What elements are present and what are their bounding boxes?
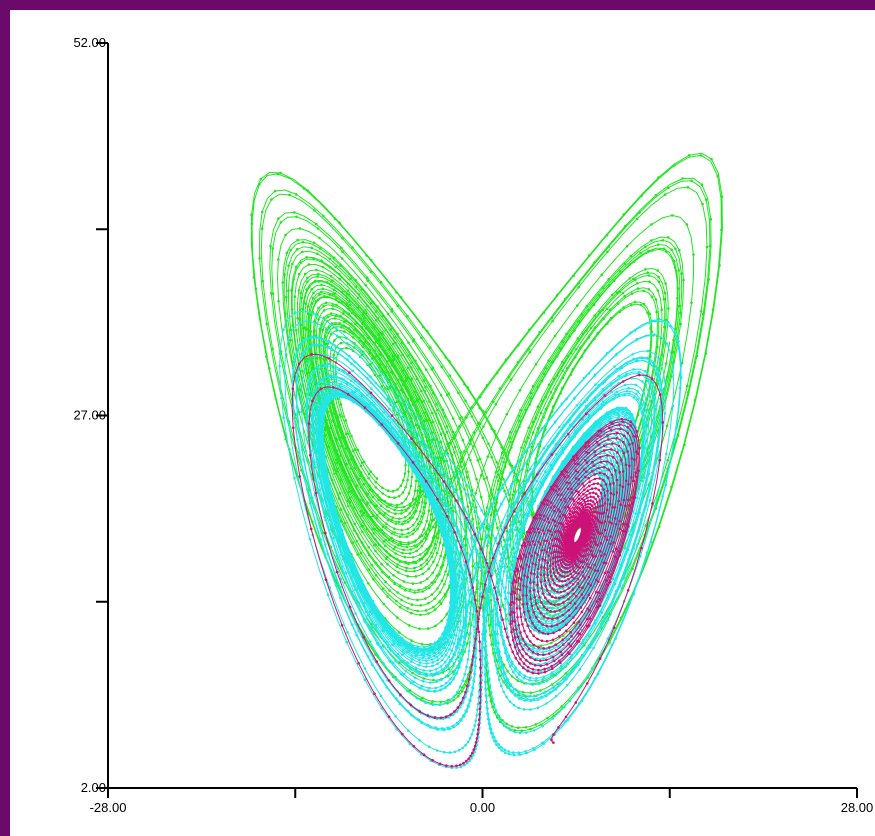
- series-2: [291, 353, 665, 768]
- ticks: -28.00 0.00 28.00 2.00 27.00 52.00: [73, 35, 873, 815]
- plot-panel: [10, 10, 875, 836]
- x-tick-label: -28.00: [90, 800, 127, 815]
- x-tick-label: 28.00: [841, 800, 874, 815]
- y-tick-label: 2.00: [81, 780, 106, 795]
- axes: [107, 43, 857, 789]
- series-2-markers: [291, 353, 665, 768]
- y-tick-label: 27.00: [73, 408, 106, 423]
- series-layer: [250, 152, 724, 770]
- y-tick-label: 52.00: [73, 35, 106, 50]
- x-tick-label: 0.00: [470, 800, 495, 815]
